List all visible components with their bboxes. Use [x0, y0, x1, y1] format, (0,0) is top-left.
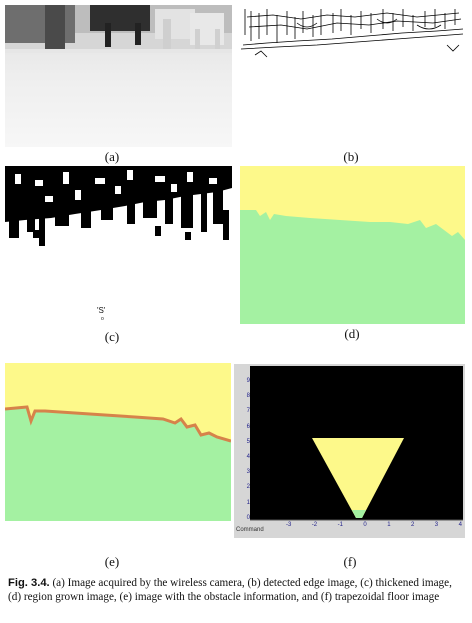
- label-a: (a): [104, 149, 120, 164]
- label-f: (f): [343, 554, 357, 569]
- figure-id: Fig. 3.4.: [8, 577, 50, 589]
- label-c: (c): [104, 329, 120, 344]
- panel-a-camera-image: [5, 5, 232, 147]
- y-tick: 6: [246, 423, 250, 430]
- y-tick: 5: [246, 438, 250, 445]
- y-tick: 2: [246, 484, 250, 491]
- x-tick: 2: [410, 522, 415, 528]
- label-d: (d): [344, 326, 360, 341]
- command-label: Command: [236, 527, 264, 533]
- y-tick-labels: 9 8 7 6 5 4 3 2 1 0: [240, 374, 250, 526]
- label-b: (b): [343, 149, 359, 164]
- y-tick: 9: [246, 378, 250, 384]
- figure-caption: Fig. 3.4. (a) Image acquired by the wire…: [8, 576, 466, 604]
- x-tick: 4: [458, 522, 462, 528]
- panel-e-obstacle-info: [5, 363, 231, 521]
- caption-text: (a) Image acquired by the wireless camer…: [8, 577, 452, 603]
- x-tick: -1: [337, 522, 343, 528]
- panel-f-trapezoidal-floor: 9 8 7 6 5 4 3 2 1 0 -3 -2 -1 0 1 2 3 4 C…: [234, 364, 465, 538]
- x-tick: 0: [363, 522, 367, 528]
- robot-floor-patch: [352, 510, 366, 518]
- x-tick-labels: -3 -2 -1 0 1 2 3 4: [286, 522, 462, 528]
- y-tick: 1: [246, 499, 250, 506]
- y-tick: 0: [246, 514, 250, 521]
- trapezoid-floor: [312, 438, 404, 518]
- panel-c-marker: 'S': [97, 306, 106, 315]
- panel-c-marker-sub: o: [101, 316, 104, 322]
- y-tick: 8: [246, 393, 250, 400]
- panel-b-edge-image: [237, 5, 465, 147]
- panel-d-region-grown: [240, 166, 465, 324]
- panel-c-thickened-image: 'S' o: [5, 166, 232, 326]
- y-tick: 4: [246, 454, 250, 461]
- x-tick: -3: [286, 522, 292, 528]
- y-tick: 3: [246, 469, 250, 476]
- x-tick: 1: [387, 522, 391, 528]
- y-tick: 7: [246, 408, 250, 415]
- x-tick: 3: [434, 522, 439, 528]
- x-tick: -2: [311, 522, 318, 528]
- label-e: (e): [104, 554, 120, 569]
